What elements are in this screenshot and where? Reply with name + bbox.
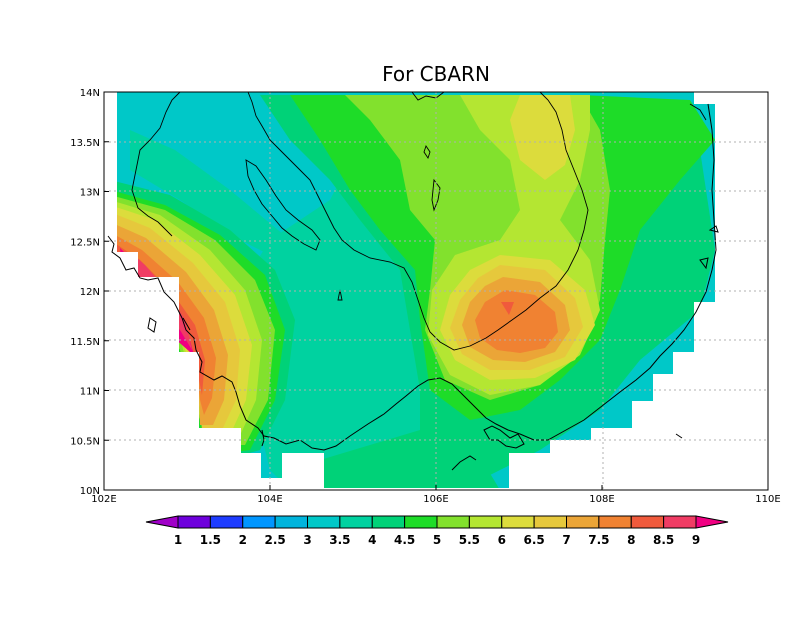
- colorbar-label: 9: [692, 533, 700, 547]
- x-tick-label: 110E: [755, 494, 780, 505]
- colorbar-swatch: [371, 515, 406, 529]
- colorbar-under-triangle: [145, 515, 179, 529]
- colorbar-swatch: [663, 515, 697, 529]
- colorbar-label: 6: [498, 533, 506, 547]
- colorbar-label: 1: [174, 533, 182, 547]
- colorbar-label: 1.5: [200, 533, 221, 547]
- y-tick-label: 12N: [80, 287, 100, 298]
- colorbar-label: 7: [562, 533, 570, 547]
- colorbar-label: 8.5: [653, 533, 674, 547]
- y-tick-label: 11N: [80, 387, 100, 398]
- y-tick-label: 13N: [80, 188, 100, 199]
- colorbar-swatch: [436, 515, 470, 529]
- x-tick-label: 106E: [423, 494, 448, 505]
- x-tick-label: 108E: [589, 494, 614, 505]
- colorbar-label: 8: [627, 533, 635, 547]
- colorbar-label: 2.5: [264, 533, 285, 547]
- colorbar-over-triangle: [695, 515, 729, 529]
- colorbar-swatch: [468, 515, 503, 529]
- colorbar-swatch: [307, 515, 341, 529]
- x-tick-label: 104E: [257, 494, 282, 505]
- colorbar-label: 7.5: [588, 533, 609, 547]
- colorbar-swatch: [501, 515, 535, 529]
- colorbar-swatch: [274, 515, 308, 529]
- y-tick-label: 10.5N: [70, 436, 100, 447]
- colorbar-swatch: [598, 515, 632, 529]
- colorbar-label: 4.5: [394, 533, 415, 547]
- colorbar-label: 5.5: [459, 533, 480, 547]
- colorbar-swatch: [242, 515, 276, 529]
- colorbar-label: 2: [239, 533, 247, 547]
- colorbar-label: 3.5: [329, 533, 350, 547]
- colorbar-swatch: [630, 515, 665, 529]
- colorbar-swatch: [209, 515, 244, 529]
- colorbar-label: 5: [433, 533, 441, 547]
- colorbar-swatch: [404, 515, 438, 529]
- colorbar-label: 3: [303, 533, 311, 547]
- x-tick-label: 102E: [91, 494, 116, 505]
- axis-labels: 102E 104E 106E 108E 110E 10N 10.5N 11N 11.5N 12N 1…: [70, 88, 780, 505]
- y-tick-label: 13.5N: [70, 138, 100, 149]
- y-tick-label: 12.5N: [70, 237, 100, 248]
- colorbar-label: 4: [368, 533, 376, 547]
- colorbar: 1 1.5 2 2.5 3 3.5 4 4.5 5 5.5 6 6.5 7 7.5 8 8.5 9: [145, 515, 729, 547]
- colorbar-swatch: [566, 515, 600, 529]
- shaded-field: [117, 92, 715, 488]
- colorbar-label: 6.5: [523, 533, 544, 547]
- country-borders: [131, 91, 707, 351]
- colorbar-swatch: [339, 515, 373, 529]
- grid-lines: [104, 92, 768, 490]
- y-tick-label: 10N: [80, 486, 100, 497]
- colorbar-swatch: [177, 515, 211, 529]
- y-tick-label: 11.5N: [70, 337, 100, 348]
- map-title: For CBARN: [382, 62, 490, 86]
- colorbar-swatch: [533, 515, 567, 529]
- y-tick-label: 14N: [80, 88, 100, 99]
